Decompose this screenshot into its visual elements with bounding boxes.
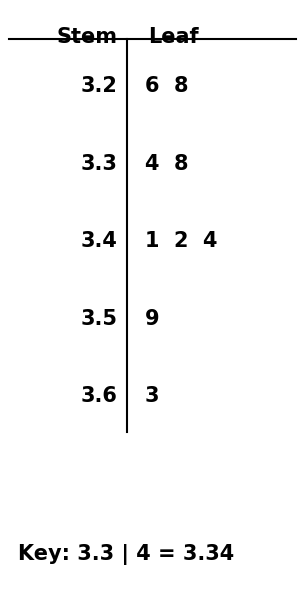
Text: 9: 9 <box>145 309 160 329</box>
Text: 3.5: 3.5 <box>81 309 117 329</box>
Text: 3.2: 3.2 <box>81 76 117 97</box>
Text: Key: 3.3 | 4 = 3.34: Key: 3.3 | 4 = 3.34 <box>18 544 235 565</box>
Text: 3: 3 <box>145 386 160 406</box>
Text: 4  8: 4 8 <box>145 154 188 174</box>
Text: 3.4: 3.4 <box>81 231 117 252</box>
Text: 3.6: 3.6 <box>81 386 117 406</box>
Text: 3.3: 3.3 <box>81 154 117 174</box>
Text: Leaf: Leaf <box>148 27 199 47</box>
Text: Stem: Stem <box>56 27 117 47</box>
Text: 6  8: 6 8 <box>145 76 188 97</box>
Text: 1  2  4: 1 2 4 <box>145 231 217 252</box>
